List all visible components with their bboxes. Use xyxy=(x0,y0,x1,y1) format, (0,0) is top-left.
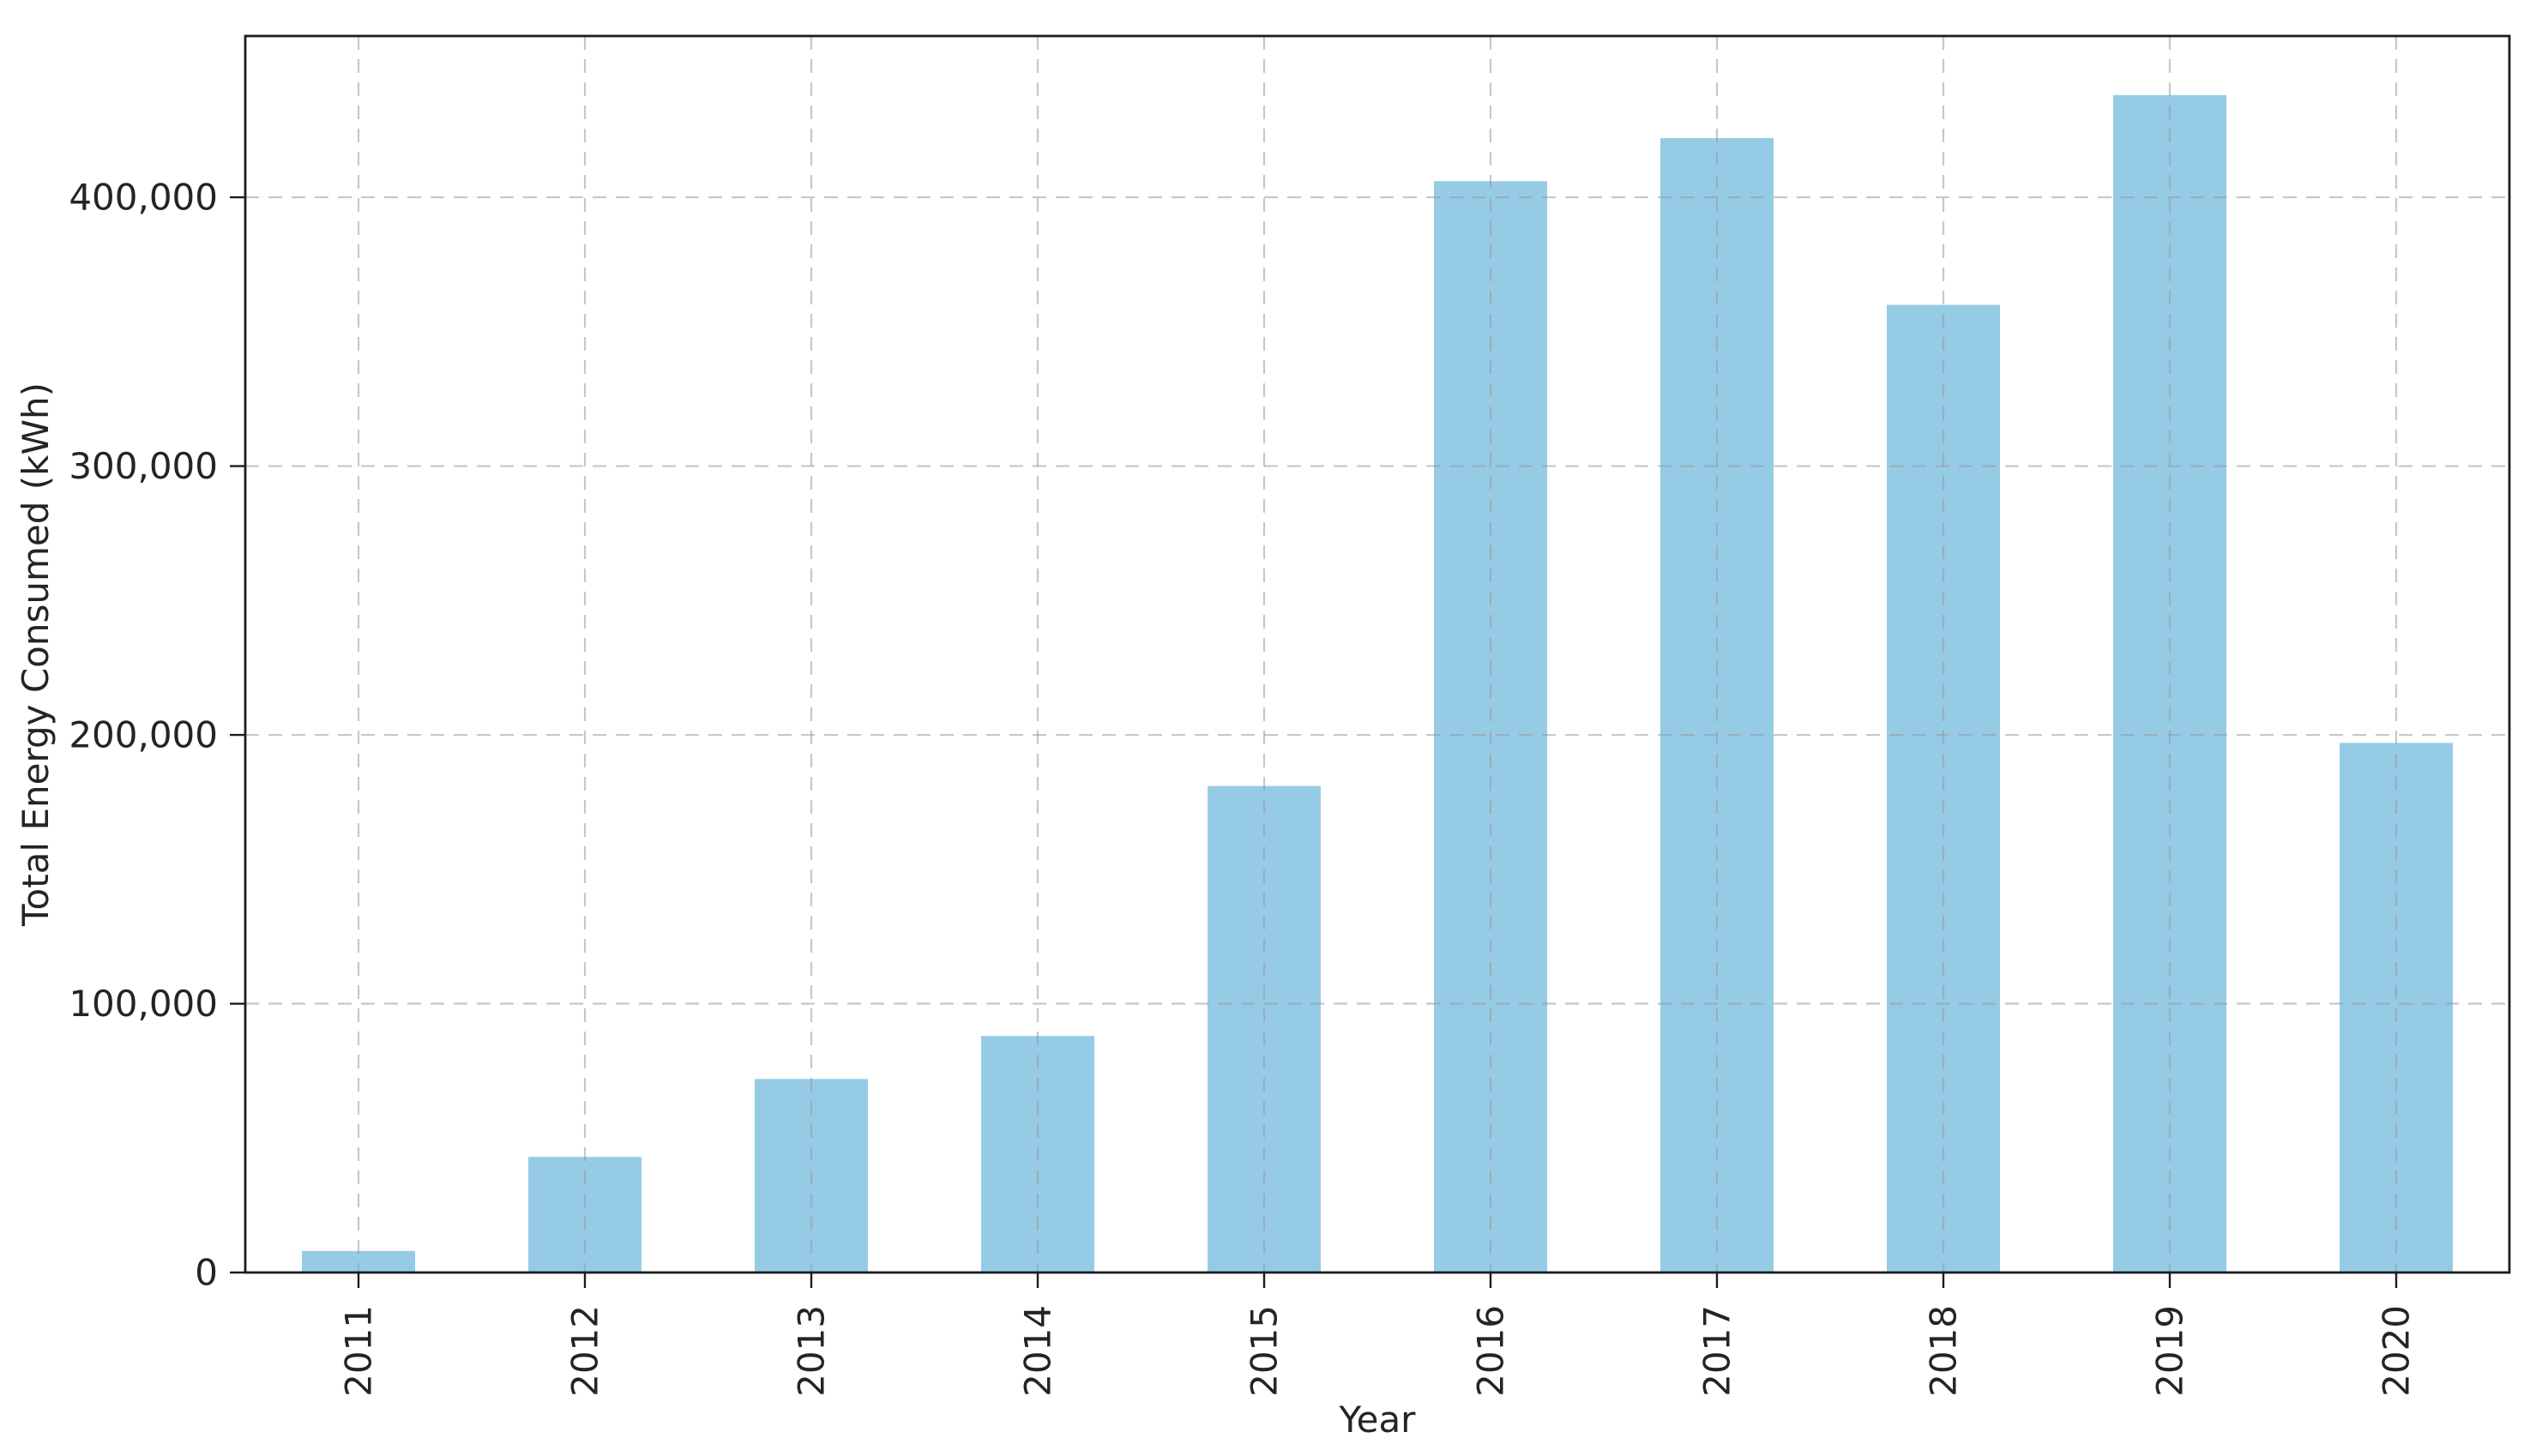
y-tick-label-300000: 300,000 xyxy=(69,445,218,487)
bars-layer xyxy=(302,95,2453,1273)
x-tick-label-2019: 2019 xyxy=(2149,1305,2191,1397)
x-tick-label-2012: 2012 xyxy=(564,1305,606,1397)
y-axis-title: Total Energy Consumed (kWh) xyxy=(15,382,57,927)
x-axis-title: Year xyxy=(1339,1399,1417,1441)
x-tick-label-2014: 2014 xyxy=(1017,1305,1059,1397)
y-tick-label-100000: 100,000 xyxy=(69,983,218,1025)
x-tick-label-2020: 2020 xyxy=(2376,1305,2418,1397)
x-tick-label-2015: 2015 xyxy=(1244,1305,1286,1397)
x-tick-label-2017: 2017 xyxy=(1696,1305,1738,1397)
x-tick-label-2011: 2011 xyxy=(338,1305,380,1397)
axes-layer xyxy=(230,34,2511,1288)
x-tick-label-2018: 2018 xyxy=(1923,1305,1965,1397)
bar-2015 xyxy=(1208,785,1321,1272)
y-tick-label-200000: 200,000 xyxy=(69,714,218,756)
bar-2020 xyxy=(2340,743,2453,1272)
x-tick-label-2013: 2013 xyxy=(791,1305,833,1397)
tick-labels-layer: 2011 2012 2013 2014 2015 2016 2017 2018 2019 2020… xyxy=(69,177,2417,1397)
y-tick-label-0: 0 xyxy=(195,1252,218,1294)
x-tick-label-2016: 2016 xyxy=(1470,1305,1512,1397)
y-tick-label-400000: 400,000 xyxy=(69,177,218,219)
plot-border xyxy=(244,34,2511,1274)
gridlines-layer xyxy=(245,36,2509,1272)
